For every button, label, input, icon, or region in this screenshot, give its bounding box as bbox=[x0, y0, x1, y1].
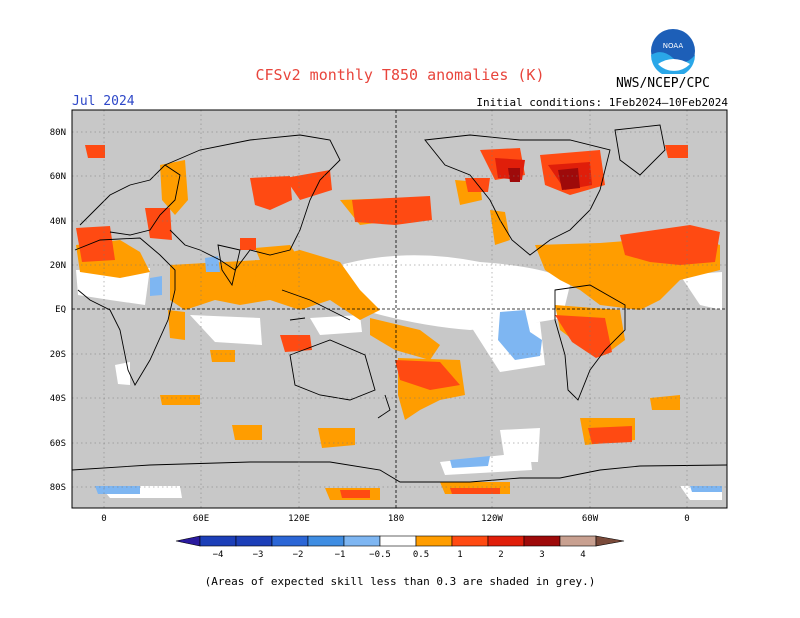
noaa-logo: NOAA bbox=[651, 29, 695, 74]
lon-label: 60W bbox=[582, 514, 599, 524]
colorbar-segment bbox=[487, 535, 525, 547]
noaa-logo-text: NOAA bbox=[663, 42, 684, 50]
colorbar-right-arrow bbox=[595, 535, 625, 547]
colorbar-segment bbox=[199, 535, 237, 547]
map-title: CFSv2 monthly T850 anomalies (K) bbox=[255, 66, 545, 84]
agency-label: NWS/NCEP/CPC bbox=[616, 76, 710, 91]
lon-labels: 0 60E 120E 180 120W 60W 0 bbox=[101, 514, 689, 524]
colorbar-label: 0.5 bbox=[413, 550, 429, 560]
colorbar bbox=[175, 535, 625, 547]
lat-label: 60N bbox=[50, 172, 66, 182]
colorbar-segment bbox=[343, 535, 381, 547]
lon-label: 180 bbox=[388, 514, 404, 524]
colorbar-segment bbox=[415, 535, 453, 547]
lat-label: 60S bbox=[50, 439, 66, 449]
lat-label: 80N bbox=[50, 128, 66, 138]
blue-regions bbox=[95, 256, 722, 494]
colorbar-segment bbox=[559, 535, 597, 547]
colorbar-label: −2 bbox=[293, 550, 304, 560]
lon-label: 120E bbox=[288, 514, 310, 524]
colorbar-label: −0.5 bbox=[369, 550, 391, 560]
month-label: Jul 2024 bbox=[72, 94, 135, 109]
colorbar-label: 4 bbox=[580, 550, 585, 560]
coastlines bbox=[72, 124, 727, 483]
colorbar-segment bbox=[271, 535, 309, 547]
colorbar-label: −1 bbox=[335, 550, 346, 560]
colorbar-label: −4 bbox=[213, 550, 224, 560]
colorbar-label: 3 bbox=[539, 550, 544, 560]
lon-label: 60E bbox=[193, 514, 209, 524]
lat-label: 20N bbox=[50, 261, 66, 271]
lat-label: 20S bbox=[50, 350, 66, 360]
lon-label: 0 bbox=[684, 514, 689, 524]
colorbar-label: −3 bbox=[253, 550, 264, 560]
colorbar-segment bbox=[451, 535, 489, 547]
initial-conditions: Initial conditions: 1Feb2024–10Feb2024 bbox=[476, 96, 728, 109]
lat-label: 40N bbox=[50, 217, 66, 227]
colorbar-segment bbox=[235, 535, 273, 547]
lat-labels: 80N 60N 40N 20N EQ 20S 40S 60S 80S bbox=[50, 128, 66, 493]
lat-label: 80S bbox=[50, 483, 66, 493]
maroon-regions bbox=[508, 168, 580, 190]
colorbar-left-arrow bbox=[175, 535, 201, 547]
lon-label: 0 bbox=[101, 514, 106, 524]
colorbar-labels: −4 −3 −2 −1 −0.5 0.5 1 2 3 4 bbox=[213, 550, 586, 560]
lon-label: 120W bbox=[481, 514, 503, 524]
colorbar-label: 1 bbox=[457, 550, 462, 560]
lat-label: 40S bbox=[50, 394, 66, 404]
reference-lines bbox=[72, 110, 727, 508]
map-frame bbox=[71, 109, 728, 509]
colorbar-segment bbox=[307, 535, 345, 547]
lat-label: EQ bbox=[55, 305, 66, 315]
colorbar-label: 2 bbox=[498, 550, 503, 560]
colorbar-segment bbox=[523, 535, 561, 547]
colorbar-segment bbox=[379, 535, 417, 547]
footnote: (Areas of expected skill less than 0.3 a… bbox=[204, 575, 596, 588]
